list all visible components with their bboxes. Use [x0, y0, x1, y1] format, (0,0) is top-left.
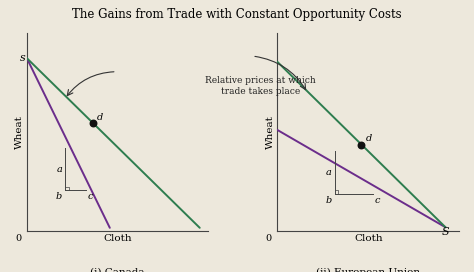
Text: a: a [326, 168, 332, 177]
Text: s: s [20, 53, 26, 63]
Point [89, 121, 96, 126]
Text: a: a [56, 165, 62, 174]
Point [358, 143, 365, 147]
Text: c: c [375, 196, 381, 205]
Text: (ii) European Union: (ii) European Union [316, 268, 420, 272]
Text: Relative prices at which
trade takes place: Relative prices at which trade takes pla… [205, 76, 316, 95]
Text: (i) Canada: (i) Canada [91, 268, 145, 272]
Text: b: b [56, 192, 62, 201]
Text: b: b [326, 196, 332, 205]
X-axis label: Cloth: Cloth [354, 234, 383, 243]
Text: The Gains from Trade with Constant Opportunity Costs: The Gains from Trade with Constant Oppor… [72, 8, 402, 21]
Text: d: d [97, 113, 103, 122]
Text: 0: 0 [15, 234, 21, 243]
Y-axis label: Wheat: Wheat [265, 115, 274, 149]
Text: S: S [442, 227, 449, 237]
X-axis label: Cloth: Cloth [103, 234, 132, 243]
Y-axis label: Wheat: Wheat [15, 115, 24, 149]
Text: 0: 0 [266, 234, 272, 243]
Text: d: d [365, 134, 372, 143]
Text: c: c [87, 192, 93, 201]
